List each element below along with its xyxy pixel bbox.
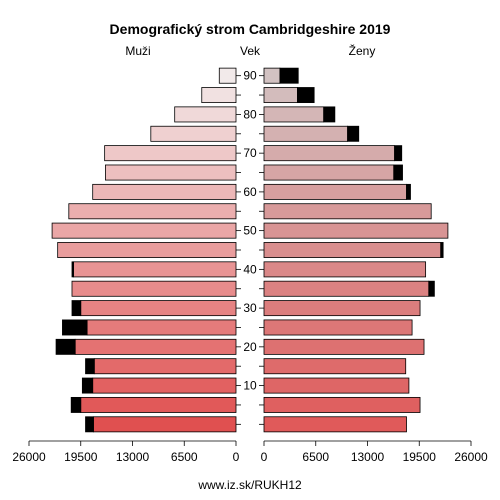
age-tick-label: 50: [243, 224, 257, 238]
female-excess-bar: [279, 67, 299, 84]
female-bar: [263, 319, 413, 336]
female-bar: [263, 416, 407, 433]
age-tick-label: 80: [243, 107, 257, 121]
male-x-tick-label: 26000: [12, 450, 46, 464]
female-excess-bar: [440, 242, 444, 258]
female-bar: [263, 164, 395, 181]
male-x-tick-label: 13000: [116, 450, 150, 464]
female-excess-bar: [323, 106, 336, 123]
male-bar: [92, 377, 237, 394]
female-bar: [263, 338, 425, 355]
male-excess-bar: [85, 416, 94, 433]
male-excess-bar: [71, 300, 82, 317]
female-excess-bar: [297, 87, 315, 104]
age-tick-label: 20: [243, 340, 257, 354]
female-bar: [263, 300, 421, 317]
female-bar: [263, 377, 410, 394]
female-label: Ženy: [349, 43, 376, 58]
female-bar: [263, 396, 421, 413]
female-bar: [263, 242, 442, 258]
age-tick-label: 40: [243, 262, 257, 276]
age-tick-label: 10: [243, 379, 257, 393]
female-bar: [263, 183, 407, 200]
male-excess-bar: [62, 319, 88, 336]
male-excess-bar: [71, 261, 74, 278]
male-bar: [68, 203, 237, 220]
female-x-tick-label: 26000: [454, 450, 488, 464]
male-bar: [86, 319, 237, 336]
male-excess-bar: [81, 377, 94, 394]
male-excess-bar: [55, 338, 76, 355]
female-bar: [263, 87, 298, 104]
male-x-tick-label: 19500: [64, 450, 98, 464]
male-bar: [57, 242, 237, 258]
male-bar: [80, 300, 237, 317]
age-tick-label: 70: [243, 146, 257, 160]
female-bar: [263, 145, 395, 162]
female-bar: [263, 67, 281, 84]
male-bar: [93, 358, 237, 375]
male-bar: [218, 67, 237, 84]
bars-group: [51, 67, 449, 433]
female-bar: [263, 203, 432, 220]
female-bar: [263, 358, 407, 375]
female-excess-bar: [406, 183, 411, 200]
male-bar: [51, 222, 237, 239]
male-bar: [105, 164, 237, 181]
female-bar: [263, 280, 430, 297]
female-bar: [263, 261, 427, 278]
female-x-tick-label: 6500: [302, 450, 329, 464]
female-excess-bar: [428, 280, 435, 297]
female-x-tick-label: 0: [261, 450, 268, 464]
male-bar: [150, 125, 237, 142]
age-label: Vek: [240, 44, 261, 58]
female-bar: [263, 222, 449, 239]
male-bar: [92, 183, 237, 200]
male-x-tick-label: 0: [233, 450, 240, 464]
source-footer: www.iz.sk/RUKH12: [197, 478, 302, 492]
male-bar: [104, 145, 237, 162]
male-x-tick-label: 6500: [171, 450, 198, 464]
male-bar: [74, 338, 237, 355]
age-tick-label: 60: [243, 185, 257, 199]
female-x-tick-label: 13000: [351, 450, 385, 464]
female-excess-bar: [394, 145, 403, 162]
male-bar: [93, 416, 237, 433]
age-tick-label: 30: [243, 301, 257, 315]
chart-title: Demografický strom Cambridgeshire 2019: [110, 21, 391, 37]
female-x-tick-label: 19500: [403, 450, 437, 464]
male-label: Muži: [125, 44, 150, 58]
female-excess-bar: [393, 164, 403, 181]
male-bar: [71, 280, 237, 297]
age-tick-label: 90: [243, 69, 257, 83]
female-bar: [263, 125, 348, 142]
female-excess-bar: [347, 125, 360, 142]
male-excess-bar: [70, 396, 82, 413]
axes-group: 10 20 30 40 50 60 70 80 90 26000 19500 13000 6500 0 0 6…: [12, 69, 488, 464]
female-bar: [263, 106, 325, 123]
male-excess-bar: [85, 358, 95, 375]
male-bar: [80, 396, 237, 413]
male-bar: [201, 87, 237, 104]
male-bar: [174, 106, 237, 123]
male-bar: [73, 261, 237, 278]
